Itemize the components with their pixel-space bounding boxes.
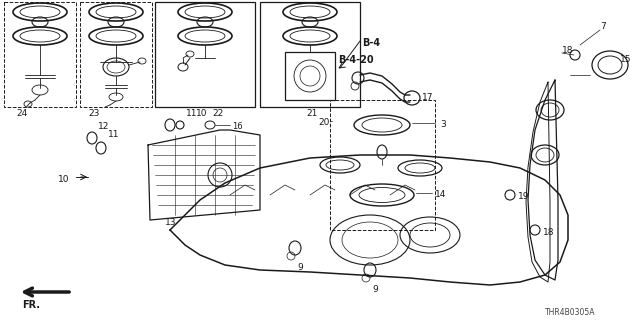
Text: 22: 22 <box>212 109 223 118</box>
Text: 9: 9 <box>372 285 378 294</box>
Text: 12: 12 <box>98 122 109 131</box>
Text: 11: 11 <box>108 130 120 139</box>
Bar <box>330 100 435 230</box>
Text: FR.: FR. <box>22 300 40 310</box>
Text: 11: 11 <box>186 109 198 118</box>
Text: 10: 10 <box>58 175 70 184</box>
Text: 23: 23 <box>88 109 99 118</box>
Text: 17: 17 <box>422 93 433 102</box>
Bar <box>260 2 360 107</box>
Text: THR4B0305A: THR4B0305A <box>545 308 595 317</box>
Bar <box>4 2 76 107</box>
Text: 7: 7 <box>600 22 605 31</box>
Text: 18: 18 <box>543 228 554 237</box>
Text: 20: 20 <box>318 118 330 127</box>
Text: B-4: B-4 <box>362 38 380 48</box>
Bar <box>80 2 152 107</box>
Text: B-4-20: B-4-20 <box>338 55 374 65</box>
Text: 13: 13 <box>165 218 177 227</box>
Text: 24: 24 <box>16 109 28 118</box>
Text: 16: 16 <box>232 122 243 131</box>
Text: 10: 10 <box>196 109 207 118</box>
Text: 9: 9 <box>297 263 303 272</box>
Text: 14: 14 <box>435 190 446 199</box>
Text: 18: 18 <box>562 46 573 55</box>
Text: 3: 3 <box>440 120 445 129</box>
Bar <box>155 2 255 107</box>
Text: 21: 21 <box>306 109 317 118</box>
Text: 15: 15 <box>620 55 632 64</box>
Text: 19: 19 <box>518 192 529 201</box>
Bar <box>285 52 335 100</box>
